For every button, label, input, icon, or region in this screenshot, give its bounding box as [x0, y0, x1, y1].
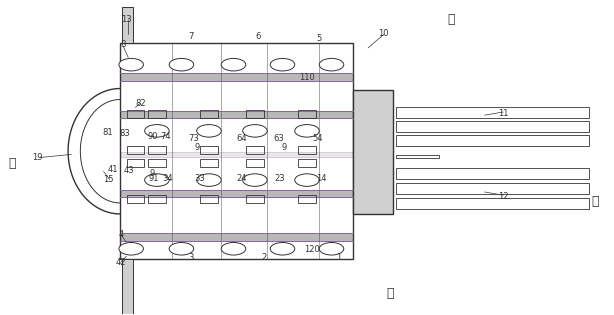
- Bar: [396, 198, 589, 209]
- Bar: [246, 146, 264, 154]
- Bar: [127, 195, 144, 203]
- Bar: [120, 233, 353, 241]
- Text: 34: 34: [162, 174, 173, 183]
- Text: 24: 24: [236, 174, 247, 183]
- Bar: [148, 146, 166, 154]
- Circle shape: [196, 124, 221, 137]
- Bar: [396, 168, 589, 179]
- Bar: [122, 7, 133, 43]
- Bar: [246, 195, 264, 203]
- Bar: [200, 110, 218, 117]
- Text: 5: 5: [317, 34, 322, 43]
- Text: 11: 11: [498, 109, 508, 118]
- Bar: [122, 260, 133, 314]
- Circle shape: [119, 58, 144, 71]
- Text: 1: 1: [336, 253, 341, 262]
- Circle shape: [295, 174, 319, 186]
- Text: 43: 43: [124, 166, 134, 175]
- Text: 42: 42: [115, 258, 126, 267]
- Text: 73: 73: [188, 134, 199, 143]
- Circle shape: [196, 174, 221, 186]
- Text: 90: 90: [147, 132, 158, 141]
- Text: 83: 83: [120, 129, 130, 138]
- Text: 2: 2: [262, 253, 266, 262]
- Bar: [120, 152, 353, 157]
- Text: 64: 64: [236, 134, 247, 143]
- Circle shape: [295, 124, 319, 137]
- Text: 82: 82: [135, 99, 146, 108]
- Text: 7: 7: [188, 32, 193, 41]
- Circle shape: [169, 58, 193, 71]
- Bar: [298, 146, 316, 154]
- Text: 91: 91: [149, 174, 159, 183]
- Text: 6: 6: [255, 32, 261, 41]
- Circle shape: [145, 124, 169, 137]
- Text: 9: 9: [150, 169, 155, 178]
- Circle shape: [243, 174, 267, 186]
- Bar: [298, 195, 316, 203]
- Text: 13: 13: [121, 15, 131, 24]
- Bar: [148, 110, 166, 117]
- Circle shape: [319, 243, 344, 255]
- Text: 120: 120: [304, 244, 320, 254]
- Text: 左: 左: [8, 157, 15, 170]
- Text: 41: 41: [107, 165, 118, 174]
- Text: 10: 10: [378, 29, 389, 38]
- Bar: [298, 110, 316, 117]
- Text: 63: 63: [273, 134, 284, 143]
- Text: 81: 81: [103, 128, 113, 137]
- Bar: [246, 110, 264, 117]
- Bar: [120, 112, 353, 118]
- Text: 3: 3: [188, 253, 193, 262]
- Bar: [298, 159, 316, 167]
- Text: 4: 4: [118, 230, 123, 239]
- Circle shape: [119, 243, 144, 255]
- Text: 9: 9: [281, 143, 286, 152]
- Circle shape: [221, 243, 246, 255]
- Circle shape: [169, 243, 193, 255]
- Circle shape: [270, 58, 295, 71]
- Circle shape: [319, 58, 344, 71]
- Bar: [148, 159, 166, 167]
- Circle shape: [243, 124, 267, 137]
- Bar: [396, 155, 439, 158]
- Text: 110: 110: [299, 73, 315, 82]
- Circle shape: [221, 58, 246, 71]
- Text: 23: 23: [274, 174, 286, 183]
- Bar: [120, 43, 353, 260]
- Bar: [200, 146, 218, 154]
- Bar: [396, 183, 589, 194]
- Bar: [396, 121, 589, 132]
- Text: 前: 前: [386, 287, 394, 301]
- Bar: [127, 159, 144, 167]
- Bar: [120, 73, 353, 81]
- Bar: [127, 110, 144, 117]
- Circle shape: [145, 174, 169, 186]
- Bar: [396, 106, 589, 117]
- Text: 15: 15: [103, 175, 113, 184]
- Text: 后: 后: [447, 13, 455, 26]
- Bar: [396, 135, 589, 146]
- Text: 右: 右: [591, 195, 599, 208]
- Bar: [200, 195, 218, 203]
- Text: 19: 19: [32, 153, 43, 162]
- Text: 9: 9: [194, 143, 200, 152]
- Bar: [353, 90, 393, 214]
- Text: 8: 8: [120, 40, 126, 49]
- Bar: [127, 146, 144, 154]
- Bar: [148, 195, 166, 203]
- Text: 14: 14: [316, 174, 327, 183]
- Bar: [120, 190, 353, 197]
- Text: 33: 33: [195, 174, 205, 183]
- Text: 54: 54: [313, 134, 324, 143]
- Bar: [200, 159, 218, 167]
- Bar: [246, 159, 264, 167]
- Text: 12: 12: [498, 192, 508, 201]
- Text: 74: 74: [161, 132, 171, 141]
- Circle shape: [270, 243, 295, 255]
